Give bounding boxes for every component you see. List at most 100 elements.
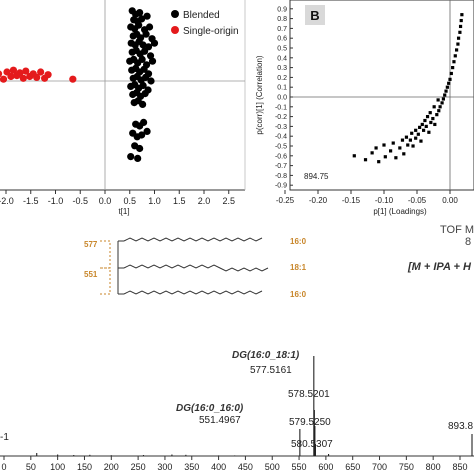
ms-edge-label: -1 bbox=[0, 432, 9, 443]
splot-point bbox=[383, 155, 387, 159]
legend-single-origin-label: Single-origin bbox=[183, 26, 239, 37]
splot-point bbox=[452, 60, 456, 64]
glycerol-bracket bbox=[117, 240, 124, 295]
splot-point bbox=[455, 48, 459, 52]
blended-point bbox=[146, 52, 155, 60]
scores-x-tick-label: 0.0 bbox=[99, 196, 112, 206]
blended-point bbox=[134, 154, 142, 162]
peak-label-551: 551.4967 bbox=[199, 415, 241, 426]
splot-point bbox=[363, 158, 368, 162]
blended-point bbox=[139, 81, 147, 90]
splot-point bbox=[406, 143, 410, 147]
splot-point bbox=[370, 151, 374, 155]
ms-x-ticks: 0 50 100 150 200 250 300 350 400 450 500 550 600 650 7… bbox=[1, 456, 468, 472]
ms-x-tick-label: 300 bbox=[157, 462, 172, 472]
splot-point bbox=[382, 143, 386, 147]
blended-point bbox=[141, 90, 149, 98]
splot-point bbox=[432, 105, 436, 109]
splot-x-tick-label: -0.05 bbox=[408, 196, 427, 205]
splot-point bbox=[447, 81, 451, 85]
blended-point bbox=[148, 57, 157, 65]
splot-x-tick-label: -0.15 bbox=[342, 196, 361, 205]
splot-point bbox=[411, 144, 415, 148]
blended-point bbox=[141, 73, 150, 81]
blended-point bbox=[138, 55, 146, 64]
scores-x-tick-label: -1.0 bbox=[48, 196, 64, 206]
scores-x-tick-label: 1.0 bbox=[148, 196, 161, 206]
splot-y-tick-label: 0.6 bbox=[277, 36, 287, 43]
splot-y-tick-label: -0.2 bbox=[275, 114, 287, 121]
splot-points bbox=[352, 13, 464, 164]
blended-point bbox=[145, 23, 154, 31]
ms-x-tick-label: 750 bbox=[399, 462, 414, 472]
acyl-chain-2 bbox=[123, 264, 269, 272]
splot-point bbox=[419, 139, 423, 143]
blended-point bbox=[143, 12, 151, 20]
splot-y-tick-label: 0.8 bbox=[277, 16, 287, 23]
splot-zero-lines bbox=[290, 0, 474, 190]
blended-point bbox=[136, 9, 144, 17]
scores-x-tick-label: 2.0 bbox=[198, 196, 211, 206]
single-origin-point bbox=[19, 74, 27, 82]
scores-x-tick-label: 2.5 bbox=[222, 196, 235, 206]
splot-x-tick-label: 0.00 bbox=[442, 196, 458, 205]
splot-point bbox=[374, 146, 378, 150]
splot-y-tick-label: -0.9 bbox=[275, 183, 287, 190]
blended-point bbox=[143, 127, 151, 135]
ms-x-tick-label: 600 bbox=[318, 462, 333, 472]
splot-point bbox=[424, 124, 428, 128]
splot-xlabel: p[1] (Loadings) bbox=[373, 207, 427, 216]
splot-point bbox=[400, 138, 405, 142]
splot-point bbox=[438, 105, 442, 109]
ms-panel: TOF MS 8 [M + IPA + H 0 50 100 150 200 250 300… bbox=[0, 224, 474, 472]
chain-label-1: 16:0 bbox=[290, 237, 307, 246]
splot-point bbox=[427, 130, 431, 134]
splot-point bbox=[422, 128, 426, 132]
chain-label-2: 18:1 bbox=[290, 263, 307, 272]
single-origin-point bbox=[22, 67, 30, 75]
splot-point bbox=[402, 152, 406, 156]
splot-y-tick-label: -0.6 bbox=[275, 153, 287, 160]
scores-x-tick-label: -1.5 bbox=[23, 196, 39, 206]
scores-x-tick-label: -0.5 bbox=[72, 196, 88, 206]
scores-x-ticks: -2.0 -1.5 -1.0 -0.5 0.0 0.5 1.0 1.5 2.0 2.5 bbox=[0, 190, 235, 206]
splot-point bbox=[460, 13, 464, 17]
splot-point bbox=[451, 66, 455, 70]
peak-label-893: 893.8 bbox=[448, 421, 473, 432]
blended-point bbox=[136, 144, 144, 153]
splot-point bbox=[416, 132, 420, 136]
splot-point bbox=[435, 113, 439, 117]
splot-point bbox=[458, 24, 463, 29]
blended-point bbox=[127, 153, 135, 161]
lipid-structure: 577 551 16:0 18:1 16:0 bbox=[84, 237, 307, 299]
splot-point bbox=[425, 115, 430, 119]
scores-x-tick-label: 0.5 bbox=[123, 196, 136, 206]
blended-point bbox=[150, 39, 159, 47]
blended-point bbox=[139, 100, 147, 108]
ms-x-tick-label: 550 bbox=[292, 462, 307, 472]
splot-point bbox=[445, 85, 449, 89]
ms-x-tick-label: 250 bbox=[131, 462, 146, 472]
splot-point bbox=[456, 42, 460, 46]
splot-y-tick-label: 0.1 bbox=[277, 85, 287, 92]
blended-point bbox=[138, 15, 146, 23]
splot-y-tick-label: 0.3 bbox=[277, 65, 287, 72]
scores-x-tick-label: -2.0 bbox=[0, 196, 14, 206]
ms-adduct-label: [M + IPA + H bbox=[407, 261, 472, 273]
splot-point bbox=[428, 111, 432, 115]
single-origin-point bbox=[44, 71, 52, 79]
splot-x-tick-label: -0.10 bbox=[375, 196, 394, 205]
panel-b-label: B bbox=[310, 8, 319, 23]
scores-points bbox=[0, 7, 159, 162]
splot-frame bbox=[289, 0, 474, 191]
ms-x-tick-label: 200 bbox=[104, 462, 119, 472]
splot-point bbox=[441, 97, 445, 101]
splot-point bbox=[456, 36, 461, 40]
legend-blended-marker bbox=[171, 10, 179, 18]
splot-point bbox=[420, 122, 424, 127]
blended-point bbox=[141, 47, 149, 55]
compound-label-dg-16-0-16-0: DG(16:0_16:0) bbox=[176, 403, 244, 414]
splot-x-tick-label: -0.20 bbox=[309, 196, 328, 205]
splot-ylabel: p(corr)[1] (Correlation) bbox=[255, 55, 264, 134]
splot-point bbox=[423, 118, 427, 123]
